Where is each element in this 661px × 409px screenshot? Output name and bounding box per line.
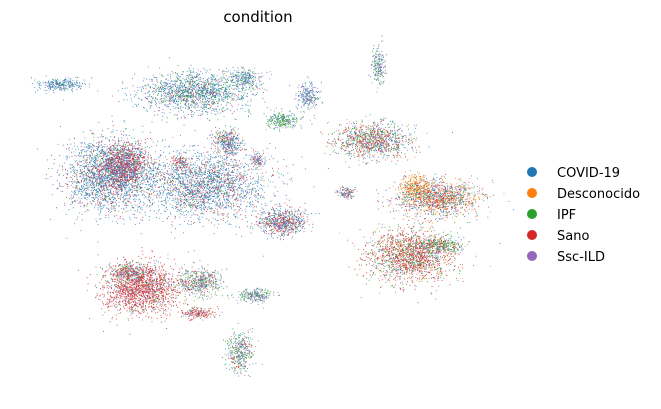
legend-label-3: Sano <box>557 229 589 244</box>
legend-label-1: Desconocido <box>557 187 640 202</box>
series-points-4 <box>46 40 494 376</box>
legend-marker-4 <box>527 251 537 261</box>
series-points-2 <box>38 44 479 377</box>
legend-label-4: Ssc-ILD <box>557 250 605 265</box>
legend-label-2: IPF <box>557 208 576 223</box>
chart-title: condition <box>223 8 292 26</box>
legend: COVID-19 Desconocido IPF Sano Ssc-ILD <box>527 166 640 265</box>
series-points-0 <box>31 35 514 377</box>
legend-marker-2 <box>527 209 537 219</box>
legend-marker-1 <box>527 188 537 198</box>
legend-marker-3 <box>527 230 537 240</box>
legend-marker-0 <box>527 167 537 177</box>
scatter-points <box>31 35 514 377</box>
legend-label-0: COVID-19 <box>557 166 620 181</box>
